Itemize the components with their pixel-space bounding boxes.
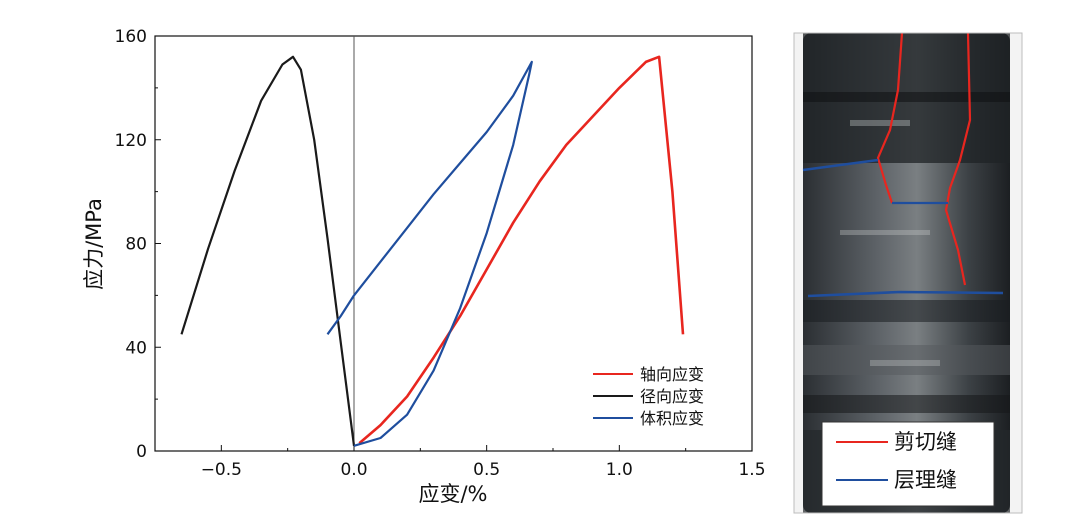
shear-fracture-right [944, 33, 972, 286]
y-tick-label: 80 [125, 235, 147, 255]
x-tick-label: 1.0 [606, 460, 633, 480]
x-axis-title: 应变/% [418, 482, 487, 506]
legend-label: 径向应变 [640, 387, 704, 406]
x-axis-ticks: −0.5 0.0 0.5 1.0 1.5 [154, 445, 766, 480]
x-tick-label: 0.0 [340, 460, 367, 480]
bedding-fracture-lower [807, 290, 1004, 298]
plot-area: −0.5 0.0 0.5 1.0 1.5 0 40 80 120 160 轴向应变径向应变体积应… [115, 27, 766, 480]
y-axis-ticks: 0 40 80 120 160 [115, 27, 161, 462]
y-tick-label: 120 [115, 131, 147, 151]
y-tick-label: 40 [125, 338, 147, 358]
x-tick-label: 0.5 [473, 460, 500, 480]
legend-label: 体积应变 [640, 409, 704, 428]
legend-label: 轴向应变 [640, 365, 704, 384]
photo-legend-label-bedding: 层理缝 [894, 468, 957, 492]
x-tick-label: 1.5 [738, 460, 765, 480]
photo-frame [793, 32, 1023, 514]
shear-fracture-left [876, 33, 904, 204]
series-line-1 [358, 55, 685, 445]
photo-legend-box [821, 421, 995, 507]
y-axis-title: 应力/MPa [82, 198, 106, 290]
x-tick-label: −0.5 [201, 460, 242, 480]
rock-core-photo: 剪切缝 层理缝 [794, 33, 1022, 513]
y-tick-label: 160 [115, 27, 147, 47]
series-lines [180, 55, 685, 447]
series-line-2 [180, 55, 356, 446]
y-tick-label: 0 [136, 442, 147, 462]
bedding-fracture-upper [802, 158, 879, 172]
photo-legend-label-shear: 剪切缝 [894, 430, 957, 454]
series-line-3 [326, 60, 533, 447]
